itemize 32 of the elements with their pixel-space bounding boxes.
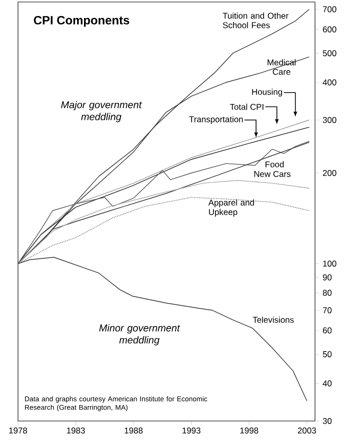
y-tick-label: 80: [322, 290, 332, 296]
x-tick-label: 1988: [124, 428, 143, 434]
y-tick-label: 300: [322, 117, 336, 123]
series-label: New Cars: [254, 170, 291, 177]
y-tick-label: 500: [322, 50, 336, 56]
text: CPI Components: [34, 16, 130, 27]
annotation: Major government meddling: [61, 100, 142, 122]
y-tick-label: 90: [322, 274, 332, 280]
text: Transportation: [189, 116, 243, 124]
series-label: Apparel and Upkeep: [208, 199, 254, 217]
y-tick-label: 600: [322, 26, 336, 32]
x-tick-label: 2003: [298, 428, 316, 434]
text: Housing: [252, 88, 282, 97]
y-tick-label: 400: [322, 79, 336, 86]
y-tick-label: 60: [322, 327, 332, 334]
x-tick-label: 1998: [240, 428, 258, 434]
series-label: Food: [266, 161, 284, 168]
annotation: Minor government meddling: [99, 324, 180, 346]
y-tick-label: 200: [322, 170, 336, 176]
y-tick-label: 70: [322, 307, 332, 314]
y-tick-label: 50: [322, 351, 332, 358]
y-tick-label: 700: [322, 6, 336, 12]
series-label: Televisions: [252, 316, 294, 323]
x-tick-label: 1993: [182, 428, 200, 434]
y-tick-label: 100: [323, 260, 336, 267]
series-label: Tuition and Other School Fees: [222, 12, 288, 28]
series-label: Medical Care: [268, 59, 296, 75]
x-tick-label: 1983: [67, 428, 85, 434]
x-tick-label: 1978: [9, 428, 28, 434]
y-tick-label: 30: [322, 418, 332, 424]
text: Total CPI: [230, 104, 264, 110]
y-tick-label: 40: [322, 380, 332, 386]
